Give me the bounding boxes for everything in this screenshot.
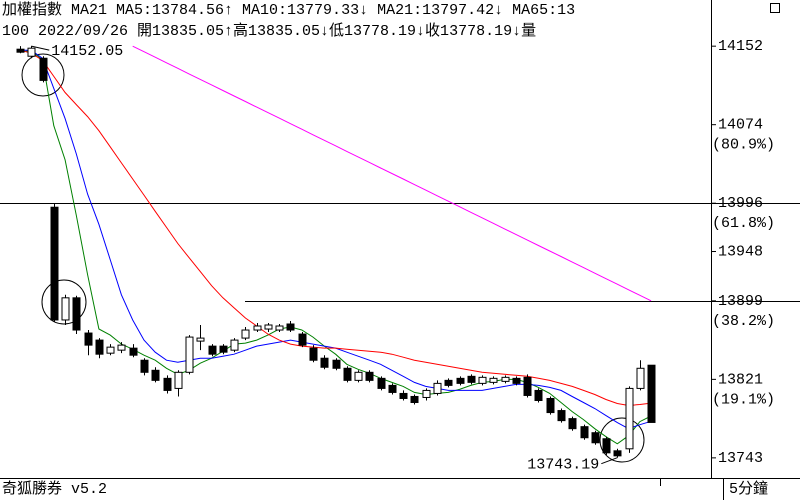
candle-body <box>185 336 194 373</box>
candle-body <box>433 382 442 394</box>
y-tick-label: 13821 <box>718 371 763 388</box>
candle-body <box>253 325 262 331</box>
candle-body <box>365 371 374 381</box>
candle-body <box>50 206 59 321</box>
candle-body <box>422 389 431 398</box>
fib-label: (61.8%) <box>712 215 775 232</box>
header-item: MA5:13784.56↑ <box>116 2 233 19</box>
highlight-circle <box>21 53 65 97</box>
ma-line <box>19 49 652 407</box>
footer-right: 5分鐘 <box>729 480 768 498</box>
candle-body <box>512 377 521 384</box>
candle-body <box>320 357 329 368</box>
candle-body <box>117 344 126 351</box>
candle-body <box>478 376 487 384</box>
candle-body <box>208 345 217 355</box>
candle-body <box>343 367 352 381</box>
candle-body <box>377 377 386 389</box>
y-tick-label: 13948 <box>718 243 763 260</box>
candle-body <box>140 359 149 373</box>
candle-body <box>501 376 510 382</box>
candle-body <box>354 371 363 381</box>
plot <box>0 45 800 458</box>
annotation-leader <box>31 45 50 51</box>
fib-label: (38.2%) <box>712 313 775 330</box>
candle-body <box>467 375 476 383</box>
candle-body <box>298 333 307 346</box>
y-tick-label: 14074 <box>718 117 763 134</box>
candle-body <box>591 432 600 444</box>
highlight-circle <box>41 279 87 325</box>
candle-body <box>16 48 25 53</box>
candle-body <box>309 347 318 361</box>
candle-body <box>399 392 408 399</box>
candle-body <box>129 347 138 356</box>
y-tick-label: 13996 <box>718 195 763 212</box>
candle-body <box>27 47 36 57</box>
candle-body <box>489 377 498 383</box>
candle-body <box>230 339 239 351</box>
footer-left: 奇狐勝券 v5.2 <box>2 480 107 498</box>
ma-line <box>132 45 652 302</box>
header-item: MA65:13 <box>512 2 575 19</box>
candle-body <box>580 426 589 439</box>
info-line: 100 2022/09/26 開13835.05↑高13835.05↓低1377… <box>2 22 536 40</box>
annotation: 13743.19 <box>527 457 599 474</box>
y-tick-label: 13899 <box>718 293 763 310</box>
candle-body <box>444 379 453 386</box>
candle-body <box>95 339 104 355</box>
candle-body <box>264 324 273 330</box>
candle-body <box>332 359 341 369</box>
candle-body <box>39 57 48 81</box>
corner-box[interactable] <box>770 3 780 13</box>
candle-body <box>84 332 93 346</box>
header-bg <box>0 0 711 20</box>
candle-body <box>456 377 465 384</box>
candle-body <box>61 297 70 321</box>
candle-body <box>219 345 228 353</box>
y-tick-label: 13743 <box>718 450 763 467</box>
annotation: 14152.05 <box>51 43 123 60</box>
header-item: 加權指數 MA21 <box>2 1 107 19</box>
candle-body <box>174 371 183 389</box>
candle-body <box>546 397 555 414</box>
y-tick-label: 14152 <box>718 38 763 55</box>
candle-body <box>410 395 419 404</box>
candle-body <box>647 364 656 423</box>
candle-body <box>534 389 543 401</box>
annotation-leader <box>601 457 618 465</box>
candle-body <box>388 384 397 393</box>
fib-label: (80.9%) <box>712 137 775 154</box>
candle-body <box>625 387 634 450</box>
candle-body <box>523 376 532 396</box>
candle-body <box>196 337 205 342</box>
candle-body <box>636 367 645 389</box>
header-item: MA10:13779.33↓ <box>242 2 368 19</box>
candle-body <box>151 369 160 381</box>
candle-body <box>286 323 295 331</box>
candle-body <box>241 329 250 339</box>
candle-body <box>106 346 115 354</box>
header-item: MA21:13797.42↓ <box>377 2 503 19</box>
candle-body <box>568 418 577 430</box>
fib-label: (19.1%) <box>712 391 775 408</box>
candle-body <box>72 297 81 331</box>
candle-body <box>275 325 284 331</box>
candle-body <box>602 438 611 454</box>
candle-body <box>613 450 622 457</box>
candle-body <box>163 377 172 391</box>
candle-body <box>557 410 566 422</box>
highlight-circle <box>599 417 645 463</box>
